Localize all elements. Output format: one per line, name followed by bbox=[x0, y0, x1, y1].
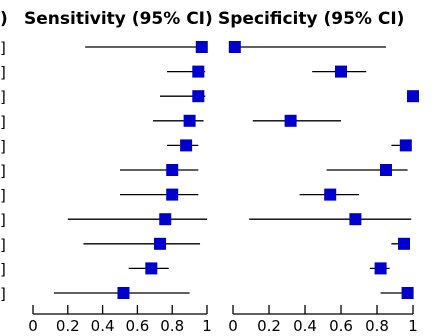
sensitivity-x-tick-label: 0.8 bbox=[160, 317, 184, 335]
row-label-fragment: ] bbox=[0, 187, 6, 205]
specificity-point-marker bbox=[374, 262, 387, 275]
row-label-fragment: ] bbox=[0, 260, 6, 278]
sensitivity-point-marker bbox=[166, 188, 179, 201]
sensitivity-point-marker bbox=[166, 164, 179, 176]
row-label-fragment: ] bbox=[0, 285, 6, 303]
specificity-point-marker bbox=[401, 287, 414, 299]
sensitivity-point-marker bbox=[145, 262, 158, 275]
specificity-point-marker bbox=[349, 213, 362, 226]
specificity-point-marker bbox=[399, 139, 412, 152]
sensitivity-point-marker bbox=[117, 287, 130, 299]
row-label-fragment: ] bbox=[0, 64, 6, 82]
sensitivity-point-marker bbox=[195, 41, 208, 53]
specificity-point-marker bbox=[284, 114, 297, 127]
row-label-fragment: ] bbox=[0, 162, 6, 180]
row-label-fragment: ] bbox=[0, 236, 6, 254]
specificity-x-tick-label: 0.4 bbox=[293, 317, 317, 335]
specificity-point-marker bbox=[380, 164, 392, 176]
sensitivity-x-tick-label: 0 bbox=[28, 317, 38, 335]
sensitivity-x-tick-label: 0.4 bbox=[91, 317, 115, 335]
sensitivity-x-tick-label: 0.2 bbox=[56, 317, 80, 335]
specificity-x-tick-label: 0.2 bbox=[257, 317, 281, 335]
sensitivity-x-tick-label: 1 bbox=[202, 317, 212, 335]
row-label-fragment: ] bbox=[0, 211, 6, 229]
specificity-x-tick-label: 0.8 bbox=[365, 317, 389, 335]
sensitivity-point-marker bbox=[154, 237, 167, 250]
sensitivity-point-marker bbox=[192, 90, 205, 103]
sensitivity-point-marker bbox=[180, 139, 193, 152]
specificity-x-tick-label: 1 bbox=[408, 317, 418, 335]
sensitivity-point-marker bbox=[192, 65, 205, 78]
specificity-point-marker bbox=[324, 188, 337, 201]
specificity-x-tick-label: 0.6 bbox=[329, 317, 353, 335]
row-label-fragment: ] bbox=[0, 113, 6, 131]
specificity-title: Specificity (95% CI) bbox=[218, 9, 404, 29]
sensitivity-x-tick-label: 0.6 bbox=[125, 317, 149, 335]
sensitivity-point-marker bbox=[183, 114, 196, 127]
sensitivity-point-marker bbox=[159, 213, 172, 226]
row-label-fragment: ] bbox=[0, 39, 6, 57]
row-label-fragment: ] bbox=[0, 137, 6, 155]
specificity-point-marker bbox=[228, 41, 241, 53]
sensitivity-title: Sensitivity (95% CI) bbox=[24, 9, 213, 29]
left-title-fragment: ) bbox=[0, 9, 8, 29]
specificity-point-marker bbox=[335, 65, 347, 78]
specificity-x-tick-label: 0 bbox=[228, 317, 238, 335]
specificity-point-marker bbox=[398, 237, 410, 250]
specificity-point-marker bbox=[407, 90, 419, 103]
row-label-fragment: ] bbox=[0, 88, 6, 106]
